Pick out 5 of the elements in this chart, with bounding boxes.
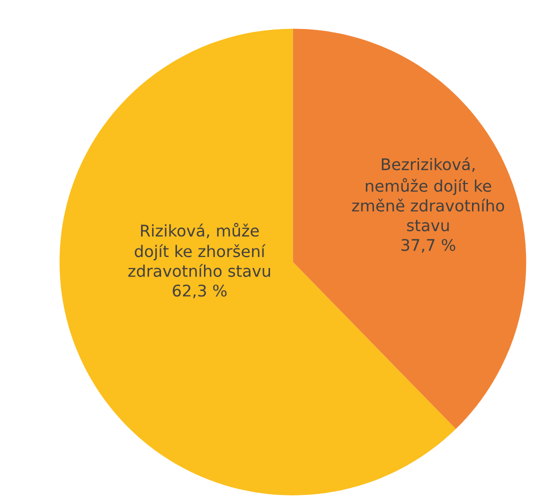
slice-label: Bezriziková, nemůže dojít ke změně zdravotního stavu <box>352 157 504 232</box>
pie-slice <box>292 28 526 430</box>
slice-label: Riziková, může dojít ke zhoršení zdravotního stavu <box>128 222 270 277</box>
data-label: 62,3 % <box>172 284 227 298</box>
data-label: 37,7 % <box>402 238 456 253</box>
